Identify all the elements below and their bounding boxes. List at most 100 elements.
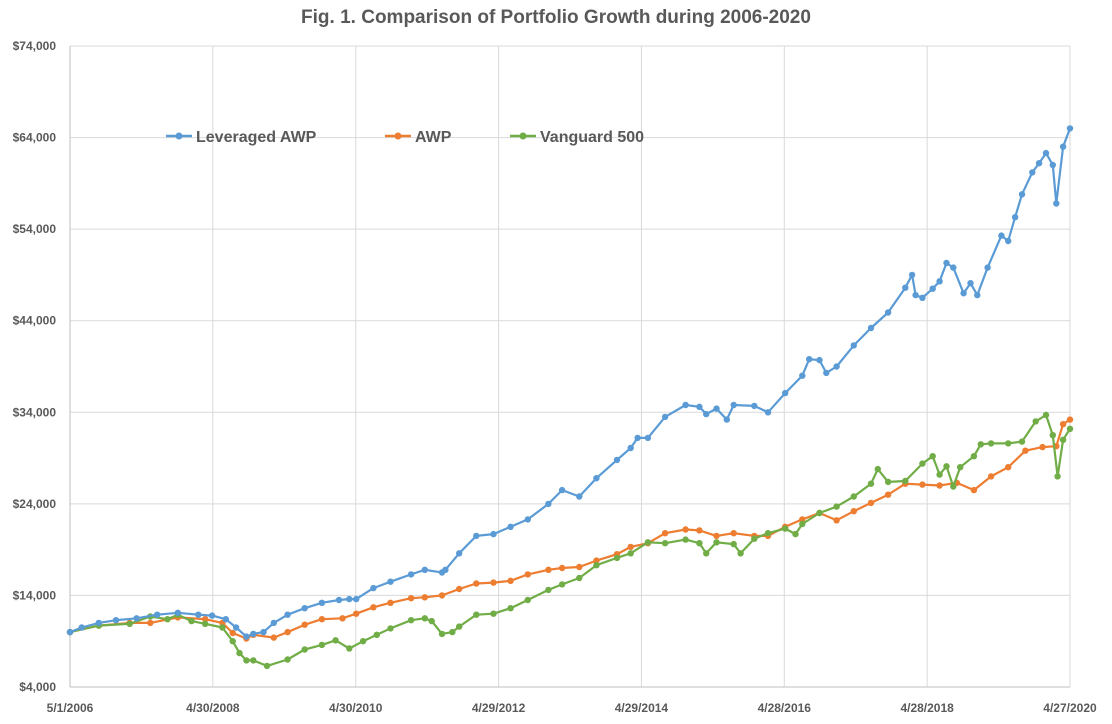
y-tick-label: $54,000 [13, 222, 57, 236]
data-point [524, 571, 531, 578]
data-point [1066, 125, 1074, 132]
data-point [407, 571, 415, 578]
data-point [346, 645, 353, 652]
data-point [490, 530, 497, 538]
data-point [661, 530, 669, 537]
x-tick-label: 4/30/2008 [186, 701, 240, 715]
data-point [634, 434, 641, 442]
data-point [613, 456, 621, 464]
data-point [987, 473, 995, 480]
data-point [730, 401, 737, 409]
data-point [301, 646, 308, 653]
data-point [867, 499, 875, 507]
data-point [627, 550, 634, 557]
data-point [284, 628, 291, 636]
data-point [524, 596, 531, 604]
data-point [850, 493, 857, 500]
data-point [1053, 200, 1060, 207]
data-point [950, 264, 957, 271]
data-point [507, 523, 514, 530]
data-point [816, 509, 823, 517]
data-point [438, 592, 446, 599]
data-point [782, 525, 789, 532]
data-point [250, 630, 257, 638]
data-point [318, 641, 326, 649]
data-point [1018, 191, 1026, 198]
data-point [421, 566, 428, 573]
grid-lines [69, 45, 1071, 688]
data-point [147, 619, 154, 627]
data-point [490, 610, 497, 617]
legend-label: AWP [415, 129, 452, 146]
data-point [644, 434, 652, 442]
data-point [353, 610, 360, 617]
data-point [703, 550, 710, 557]
data-point [473, 532, 480, 540]
data-point [943, 463, 950, 470]
data-point [764, 530, 772, 537]
data-point [473, 611, 480, 618]
y-axis-tick-labels: $4,000 $14,000 $24,000 $34,000 $44,000 $54,00… [13, 39, 57, 694]
y-tick-label: $34,000 [13, 405, 57, 419]
y-tick-label: $14,000 [13, 588, 57, 602]
data-point [764, 409, 772, 416]
data-point [1022, 447, 1029, 454]
y-tick-label: $24,000 [13, 497, 57, 511]
data-point [339, 615, 346, 622]
data-point [970, 486, 978, 494]
data-point [751, 535, 758, 542]
x-tick-label: 4/28/2016 [758, 701, 812, 715]
data-point [627, 444, 634, 452]
data-point [782, 389, 789, 397]
data-point [943, 259, 950, 267]
data-point [318, 616, 326, 623]
data-point [421, 615, 428, 622]
data-point [696, 527, 703, 534]
data-point [449, 628, 456, 636]
data-point [1039, 443, 1046, 451]
x-tick-label: 4/29/2014 [615, 701, 669, 715]
data-point [867, 480, 875, 487]
data-point [799, 372, 806, 379]
x-axis-tick-labels: 5/1/2006 4/30/2008 4/30/2010 4/29/2012 4/29/… [47, 701, 1097, 715]
data-point [524, 516, 531, 523]
data-point [850, 342, 857, 349]
data-point [353, 595, 360, 603]
data-point [936, 482, 943, 489]
data-point [1059, 436, 1067, 443]
data-point [174, 609, 181, 616]
data-point [1005, 440, 1012, 447]
data-point [799, 516, 806, 523]
data-point [359, 638, 367, 645]
data-point [713, 532, 720, 540]
data-point [984, 264, 991, 271]
data-point [456, 585, 463, 593]
data-point [236, 649, 243, 657]
series-awp [66, 416, 1074, 642]
data-point [545, 586, 552, 594]
data-point [243, 657, 250, 664]
data-point [867, 324, 875, 332]
data-point [1005, 464, 1012, 471]
data-point [884, 309, 892, 316]
data-point [407, 595, 415, 602]
data-point [442, 566, 449, 573]
data-point [270, 634, 277, 641]
series-line-awp [69, 418, 1071, 640]
legend-item-leveraged-awp: Leveraged AWP [166, 129, 317, 146]
data-point [1011, 214, 1019, 221]
data-point [874, 465, 881, 473]
data-point [188, 617, 195, 625]
x-tick-label: 4/27/2020 [1043, 701, 1097, 715]
data-point [332, 637, 339, 644]
data-point [884, 491, 892, 498]
data-point [823, 369, 830, 377]
data-point [833, 517, 840, 524]
data-point [1049, 432, 1057, 439]
data-point [960, 290, 967, 297]
data-point [232, 624, 240, 631]
data-point [833, 503, 840, 510]
data-point [998, 232, 1005, 239]
data-point [387, 578, 394, 585]
data-point [730, 540, 737, 548]
